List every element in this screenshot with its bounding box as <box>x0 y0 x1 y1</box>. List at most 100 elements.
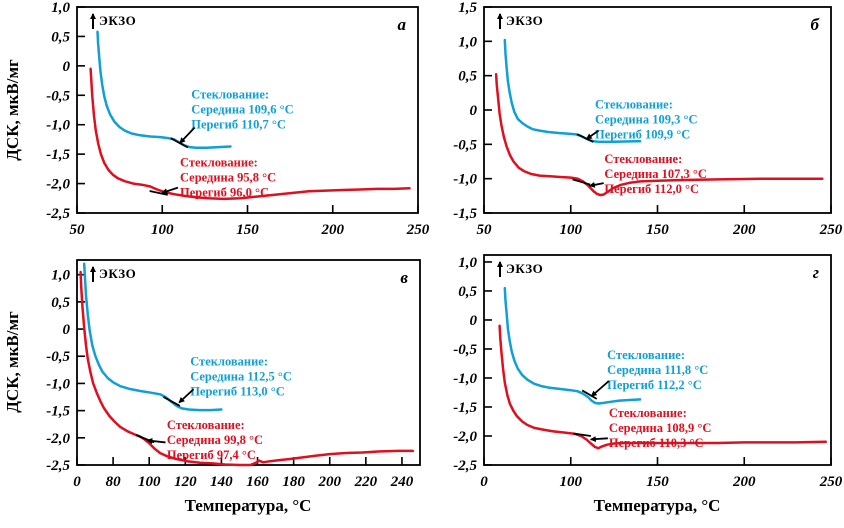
annotation-line: Середина 108,9 °C <box>609 421 711 435</box>
y-tick-label: 0,5 <box>458 284 477 300</box>
y-tick-label: 0,5 <box>458 69 477 85</box>
x-tick-label: 100 <box>138 474 161 490</box>
y-tick-label: 0,5 <box>51 29 70 45</box>
x-tick-label: 200 <box>321 222 345 238</box>
y-tick-label: -1,5 <box>46 147 70 163</box>
dsc-curve-red <box>79 270 415 467</box>
annotation-line: Середина 109,6 °C <box>191 102 293 116</box>
subplot-g: 0 100 150 200 250 1,0 0,5 0 -0,5 -1,0 -1,5 -2,0 -2,5… <box>453 254 843 490</box>
x-tick-label: 250 <box>406 222 430 238</box>
x-tick-label: 100 <box>560 222 583 238</box>
annotation-line: Перегиб 110,3 °C <box>609 436 704 450</box>
annotation-line: Стеклование: <box>180 155 258 169</box>
x-tick-label: 250 <box>819 474 843 490</box>
annotation-line: Перегиб 109,9 °C <box>595 128 690 142</box>
y-axis-title-bottom: ДСК, мкВ/мг <box>3 311 22 413</box>
annotation-line: Середина 99,8 °C <box>167 433 263 447</box>
y-tick-label: -2,5 <box>46 458 70 474</box>
annotation-line: Середина 107,3 °C <box>604 167 706 181</box>
annotation-line: Перегиб 96,0 °C <box>180 185 269 199</box>
y-tick-label: 1,0 <box>51 268 70 284</box>
x-tick-label: 150 <box>236 222 259 238</box>
leader-arrow <box>589 436 608 443</box>
annotation-line: Перегиб 110,7 °C <box>191 117 286 131</box>
subplot-a: 50 100 150 200 250 1,0 0,5 0 -0,5 -1,0 -1,5 -2,0 -2,… <box>46 0 430 238</box>
y-tick-label: 0 <box>470 103 478 119</box>
y-tick-label: 0,5 <box>51 295 70 311</box>
y-tick-label: -2,5 <box>453 458 477 474</box>
annotation-line: Перегиб 97,4 °C <box>167 448 256 462</box>
tangent-mark <box>163 396 181 407</box>
x-tick-label: 0 <box>480 474 488 490</box>
tangent-mark <box>581 389 598 400</box>
x-axis-title-left: Температура, °C <box>184 496 312 515</box>
annotation-line: Перегиб 112,2 °C <box>607 378 702 392</box>
y-tick-label: -1,0 <box>453 371 477 387</box>
x-tick-label: 160 <box>246 474 269 490</box>
y-tick-label: -2,5 <box>46 206 70 222</box>
y-tick-label: 1,0 <box>51 0 70 16</box>
y-tick-label: -2,0 <box>46 177 70 193</box>
dsc-curve-red <box>494 73 824 197</box>
y-tick-label: -0,5 <box>46 88 70 104</box>
exo-label: ЭКЗО <box>99 266 136 281</box>
annotation-line: Стеклование: <box>609 406 687 420</box>
y-tick-label: -1,5 <box>453 400 477 416</box>
tangent-mark <box>572 178 591 186</box>
y-tick-label: -1,0 <box>453 172 477 188</box>
annotation-line: Стеклование: <box>595 98 673 112</box>
panel-letter: в <box>400 268 408 287</box>
annotation-line: Перегиб 112,0 °C <box>604 182 699 196</box>
x-tick-label: 200 <box>732 222 756 238</box>
x-tick-label: 250 <box>819 222 843 238</box>
leader-arrow <box>590 380 610 397</box>
x-tick-label: 150 <box>646 222 669 238</box>
leader-arrow <box>179 126 196 144</box>
tangent-mark <box>149 190 168 196</box>
y-tick-label: 0 <box>63 59 71 75</box>
annotation-line: Середина 112,5 °C <box>190 369 292 383</box>
dsc-curve-blue <box>503 286 642 405</box>
annotation-line: Перегиб 113,0 °C <box>190 384 285 398</box>
subplot-b: 50 100 150 200 250 1,5 1,0 0,5 0 -0,5 -1,0 -1,5 ЭКЗО… <box>453 0 843 238</box>
annotation-line: Стеклование: <box>607 348 685 362</box>
exo-label: ЭКЗО <box>99 13 136 28</box>
leader-arrow <box>161 186 179 195</box>
y-axis-title-top: ДСК, мкВ/мг <box>3 59 22 161</box>
annotation-line: Стеклование: <box>190 354 268 368</box>
y-tick-label: 0 <box>470 313 478 329</box>
dsc-curve-red <box>498 324 828 450</box>
x-tick-label: 50 <box>70 222 86 238</box>
annotation-line: Стеклование: <box>191 87 269 101</box>
y-tick-label: 1,5 <box>458 0 477 16</box>
y-tick-label: 1,0 <box>458 34 477 50</box>
x-tick-label: 180 <box>282 474 305 490</box>
y-tick-label: -0,5 <box>46 349 70 365</box>
y-tick-label: -1,0 <box>46 376 70 392</box>
y-tick-label: 0 <box>63 322 71 338</box>
x-tick-label: 140 <box>210 474 233 490</box>
y-tick-label: 1,0 <box>458 255 477 271</box>
exo-label: ЭКЗО <box>506 261 543 276</box>
leader-arrow <box>588 181 604 188</box>
x-tick-label: 240 <box>390 474 414 490</box>
leader-arrow <box>585 129 600 140</box>
x-tick-label: 100 <box>151 222 174 238</box>
x-tick-label: 200 <box>732 474 756 490</box>
annotation-line: Стеклование: <box>167 418 245 432</box>
y-tick-label: -2,0 <box>453 429 477 445</box>
y-tick-label: -0,5 <box>453 342 477 358</box>
dsc-curve-blue <box>82 262 223 412</box>
x-axis-title-right: Температура, °C <box>593 496 721 515</box>
tangent-mark <box>170 137 189 149</box>
annotation-line: Середина 109,3 °C <box>595 113 697 127</box>
y-tick-label: -1,5 <box>46 404 70 420</box>
